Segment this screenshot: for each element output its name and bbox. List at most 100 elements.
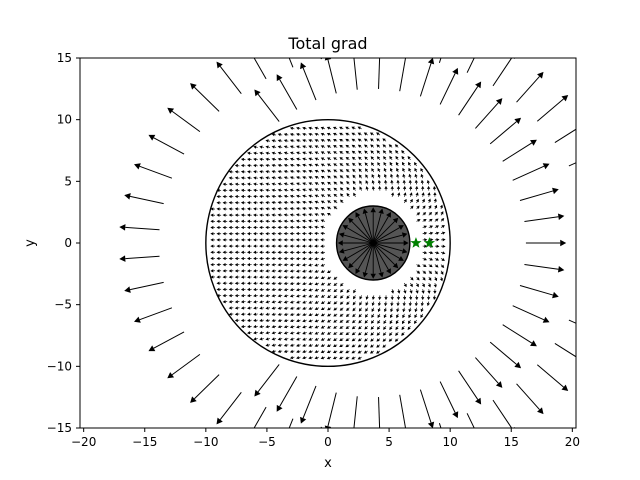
inner-field-arrow <box>265 312 271 316</box>
inner-field-arrow <box>332 350 338 354</box>
x-axis-label: x <box>324 456 332 471</box>
inner-field-arrow <box>271 244 277 248</box>
inner-field-arrow <box>432 185 437 191</box>
inner-field-arrow <box>302 300 307 304</box>
inner-field-arrow <box>345 356 350 360</box>
inner-field-arrow <box>302 194 307 198</box>
inner-field-arrow <box>259 238 264 242</box>
outer-field-arrow <box>554 128 576 144</box>
inner-field-arrow <box>271 306 277 310</box>
inner-field-arrow <box>240 201 246 205</box>
inner-field-arrow <box>253 331 258 335</box>
inner-field-arrow <box>253 244 258 248</box>
inner-field-arrow <box>283 306 289 310</box>
inner-field-arrow <box>265 244 270 248</box>
inner-field-arrow <box>407 156 411 160</box>
inner-field-arrow <box>247 213 252 217</box>
inner-field-arrow <box>314 139 319 143</box>
inner-field-arrow <box>216 287 222 292</box>
outer-field-arrow <box>585 269 625 277</box>
y-tick-label: 10 <box>57 113 72 127</box>
inner-field-arrow <box>277 238 283 242</box>
inner-field-arrow <box>265 287 271 292</box>
outer-field-arrow <box>379 432 386 473</box>
inner-field-arrow <box>320 319 326 323</box>
inner-field-arrow <box>240 250 246 254</box>
inner-field-arrow <box>402 185 407 191</box>
outer-field-arrow <box>134 307 173 323</box>
inner-field-arrow <box>247 164 252 168</box>
inner-field-arrow <box>259 269 264 273</box>
inner-field-arrow <box>326 126 332 130</box>
inner-field-arrow <box>427 192 431 197</box>
inner-field-arrow <box>289 188 295 192</box>
inner-field-arrow <box>283 325 289 329</box>
inner-field-arrow <box>383 313 387 319</box>
inner-field-arrow <box>428 211 433 216</box>
inner-field-arrow <box>426 301 430 307</box>
inner-field-arrow <box>289 213 295 217</box>
inner-field-arrow <box>434 270 438 275</box>
inner-field-arrow <box>296 312 301 317</box>
obstacle-field-arrow <box>338 232 374 244</box>
inner-field-arrow <box>277 145 283 149</box>
inner-field-arrow <box>259 324 264 329</box>
inner-field-arrow <box>339 301 344 305</box>
inner-field-arrow <box>240 213 246 217</box>
inner-field-arrow <box>440 251 446 255</box>
inner-field-arrow <box>296 145 301 149</box>
inner-field-arrow <box>395 332 399 336</box>
inner-field-arrow <box>314 169 319 173</box>
inner-field-arrow <box>253 263 258 267</box>
inner-field-arrow <box>228 263 234 267</box>
inner-field-arrow <box>265 331 271 335</box>
inner-field-arrow <box>332 126 338 130</box>
inner-field-arrow <box>308 176 313 180</box>
inner-field-arrow <box>314 157 319 161</box>
inner-field-arrow <box>364 156 368 160</box>
inner-field-arrow <box>333 319 338 323</box>
inner-field-arrow <box>308 188 313 192</box>
inner-field-arrow <box>384 185 388 191</box>
inner-field-arrow <box>345 144 350 148</box>
inner-field-arrow <box>289 219 295 223</box>
outer-field-arrow <box>439 381 459 419</box>
inner-field-arrow <box>283 151 289 155</box>
inner-field-arrow <box>283 269 289 273</box>
inner-field-arrow <box>369 350 375 354</box>
x-tick-label: 5 <box>385 435 393 449</box>
inner-field-arrow <box>345 162 350 167</box>
inner-field-arrow <box>339 331 344 335</box>
inner-field-arrow <box>401 319 405 325</box>
inner-field-arrow <box>240 275 246 279</box>
inner-field-arrow <box>333 157 338 161</box>
inner-field-arrow <box>271 182 277 186</box>
inner-field-arrow <box>296 151 301 155</box>
inner-field-arrow <box>407 326 411 330</box>
inner-field-arrow <box>339 126 344 130</box>
inner-field-arrow <box>314 325 319 329</box>
inner-field-arrow <box>301 244 307 248</box>
inner-field-arrow <box>359 186 363 191</box>
inner-field-arrow <box>253 318 258 323</box>
inner-field-arrow <box>265 213 271 217</box>
outer-field-arrow <box>399 58 407 92</box>
inner-field-arrow <box>295 256 301 261</box>
inner-field-arrow <box>440 225 445 229</box>
inner-field-arrow <box>422 225 427 229</box>
inner-field-arrow <box>259 207 264 211</box>
inner-field-arrow <box>301 238 307 242</box>
inner-field-arrow <box>247 275 252 279</box>
inner-field-arrow <box>371 307 375 312</box>
inner-field-arrow <box>376 326 381 330</box>
inner-field-arrow <box>370 150 375 154</box>
inner-field-arrow <box>240 182 246 186</box>
inner-field-arrow <box>371 179 375 185</box>
inner-field-arrow <box>289 263 295 267</box>
y-axis: −15 −10 −5 0 5 10 15 <box>47 51 80 435</box>
inner-field-arrow <box>271 269 277 273</box>
inner-field-arrow <box>240 176 246 180</box>
inner-field-arrow <box>377 319 381 324</box>
inner-field-arrow <box>289 238 295 242</box>
inner-field-arrow <box>265 170 271 174</box>
